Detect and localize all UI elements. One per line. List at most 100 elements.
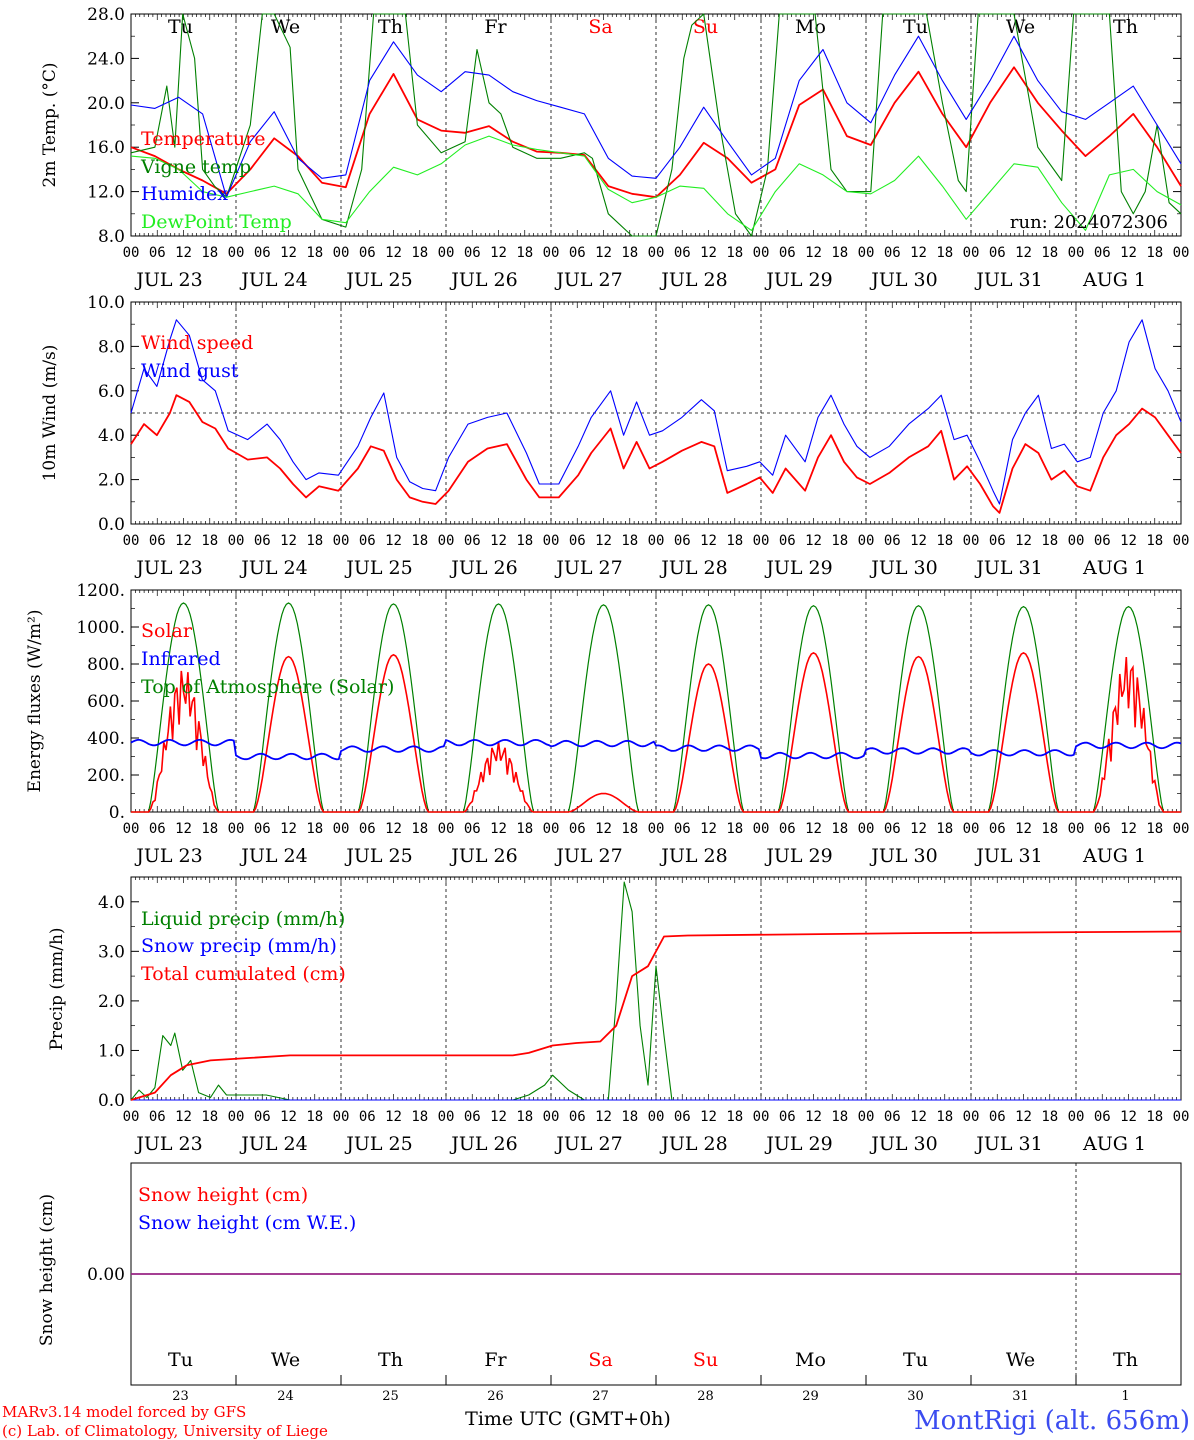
hour-tick-label: 18 [201,533,218,549]
hour-tick-label: 12 [175,821,192,837]
hour-tick-label: 06 [989,1109,1006,1125]
legend-snow-height-we: Snow height (cm W.E.) [138,1212,356,1234]
date-label: JUL 23 [134,845,202,867]
x-axis-labels: 00 06 12 18 JUL 23 00 06 12 18 JUL 24 00 06 12 18 JUL … [123,1109,1190,1155]
hour-tick-label: 12 [910,1109,927,1125]
hour-tick-label: 12 [490,1109,507,1125]
day-number-label: 28 [697,1389,714,1404]
legend-vigne-temp: Vigne temp [140,156,251,178]
y-tick-label: 4.0 [98,426,125,446]
hour-tick-label: 06 [254,533,271,549]
legend-humidex: Humidex [141,183,228,205]
hour-tick-label: 00 [438,821,455,837]
hour-tick-label: 18 [306,821,323,837]
hour-tick-label: 18 [831,533,848,549]
hour-tick-label: 06 [359,245,376,261]
hour-tick-label: 12 [595,1109,612,1125]
hour-tick-label: 06 [464,245,481,261]
hour-tick-label: 12 [595,821,612,837]
hour-tick-label: 06 [674,245,691,261]
x-axis-title: Time UTC (GMT+0h) [465,1408,671,1430]
hour-tick-label: 06 [569,821,586,837]
hour-tick-label: 12 [1120,533,1137,549]
hour-tick-label: 00 [858,1109,875,1125]
weekday-labels: Tu We Th Fr Sa Su Mo Tu We Th [168,16,1138,38]
humidex-line [130,35,1182,198]
hour-tick-label: 06 [1094,1109,1111,1125]
y-axis: 0. 200. 400. 600. 800. 1000. 1200. [76,581,1181,823]
hour-tick-label: 00 [858,245,875,261]
hour-tick-label: 18 [726,245,743,261]
date-label: JUL 29 [764,1133,832,1155]
hour-tick-label: 00 [648,1109,665,1125]
hour-tick-label: 00 [753,245,770,261]
hour-tick-label: 00 [963,245,980,261]
date-label: JUL 28 [659,269,727,291]
infrared-line [130,738,1182,761]
weekday-label: We [1006,16,1035,38]
hour-tick-label: 18 [411,821,428,837]
y-tick-label: 400. [87,729,125,749]
hour-tick-label: 00 [1068,821,1085,837]
y-tick-label: 1200. [76,581,125,601]
hour-tick-label: 18 [201,1109,218,1125]
hour-tick-label: 06 [149,821,166,837]
legend-infrared: Infrared [141,648,221,670]
snow-panel: 0.00 Snow height (cm) Snow height (cm) S… [37,1162,1182,1404]
hour-tick-label: 00 [963,533,980,549]
hour-tick-label: 00 [333,533,350,549]
lab-credit: (c) Lab. of Climatology, University of L… [2,1422,328,1440]
hour-tick-label: 18 [831,1109,848,1125]
date-label: JUL 26 [449,557,517,579]
hour-tick-label: 06 [569,1109,586,1125]
hour-tick-label: 18 [726,1109,743,1125]
hour-tick-label: 12 [700,1109,717,1125]
date-label: JUL 30 [869,1133,937,1155]
y-tick-label: 600. [87,692,125,712]
hour-tick-label: 12 [1120,1109,1137,1125]
hour-tick-label: 18 [1041,1109,1058,1125]
hour-tick-label: 06 [989,821,1006,837]
hour-tick-label: 06 [254,821,271,837]
hour-tick-label: 18 [516,533,533,549]
date-label: JUL 31 [974,1133,1042,1155]
hour-tick-label: 12 [910,245,927,261]
y-tick-label: 8.0 [98,227,125,247]
hour-tick-label: 06 [254,1109,271,1125]
legend-solar: Solar [141,620,193,642]
y-axis-label: Energy fluxes (W/m²) [25,610,45,793]
y-axis: 0.00 [87,1265,1181,1285]
date-label: JUL 26 [449,845,517,867]
hour-tick-label: 06 [1094,245,1111,261]
hour-tick-label: 12 [385,821,402,837]
hour-tick-label: 00 [333,821,350,837]
hour-tick-label: 06 [989,533,1006,549]
weekday-label: We [1006,1349,1035,1371]
date-label: JUL 30 [869,845,937,867]
y-tick-label: 1.0 [98,1041,125,1061]
hour-tick-label: 18 [516,821,533,837]
date-label: JUL 29 [764,269,832,291]
hour-tick-label: 00 [753,1109,770,1125]
date-label: AUG 1 [1082,1133,1146,1155]
hour-tick-label: 12 [1120,821,1137,837]
solar-line [131,651,1181,813]
hour-tick-label: 18 [201,245,218,261]
y-tick-label: 0.0 [98,515,125,535]
hour-tick-label: 06 [464,1109,481,1125]
hour-tick-label: 12 [805,1109,822,1125]
hour-tick-label: 00 [1173,533,1190,549]
hour-tick-label: 18 [621,821,638,837]
hour-tick-label: 00 [228,1109,245,1125]
hour-tick-label: 06 [779,245,796,261]
hour-tick-label: 18 [726,533,743,549]
date-label: JUL 31 [974,557,1042,579]
weekday-label: Tu [903,1349,928,1371]
y-axis: 0.0 1.0 2.0 3.0 4.0 [98,893,1181,1111]
hour-tick-label: 12 [1015,245,1032,261]
weekday-label: We [271,1349,300,1371]
hour-tick-label: 06 [359,1109,376,1125]
hour-tick-label: 18 [1041,821,1058,837]
hour-tick-label: 12 [490,245,507,261]
